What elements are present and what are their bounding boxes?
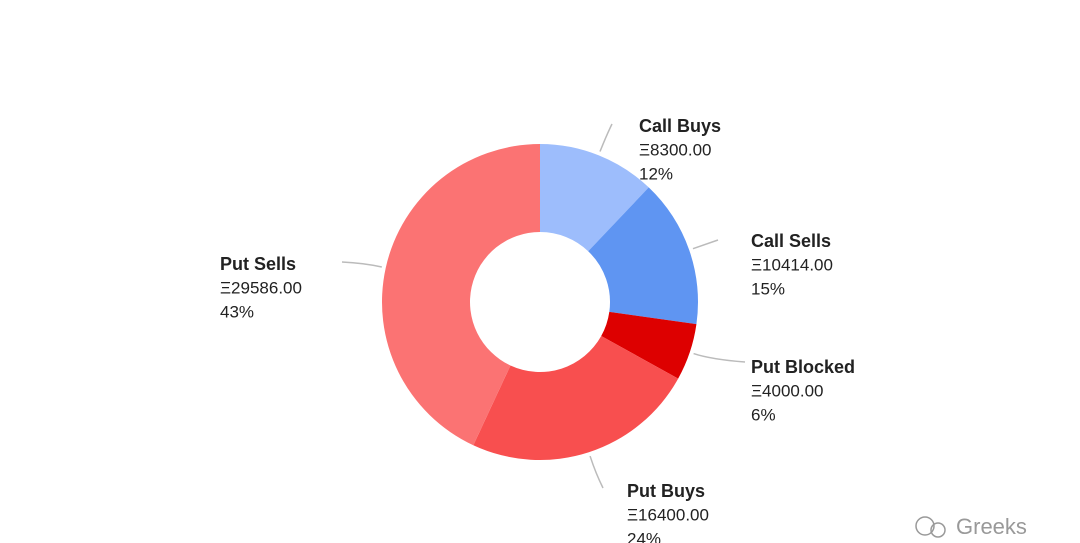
slice-value-label: Ξ8300.00 bbox=[639, 140, 712, 159]
slice-value-label: Ξ4000.00 bbox=[751, 381, 824, 400]
slice-name: Call Buys bbox=[639, 116, 721, 136]
leader-line bbox=[341, 261, 382, 268]
leader-line bbox=[693, 352, 746, 363]
donut-slice bbox=[540, 144, 649, 252]
slice-value-label: Ξ16400.00 bbox=[627, 505, 709, 524]
slice-percent-label: 43% bbox=[220, 302, 254, 321]
watermark: Greeks bbox=[915, 514, 1027, 539]
slice-percent-label: 12% bbox=[639, 164, 673, 183]
leader-line bbox=[599, 123, 613, 152]
slice-value-label: Ξ10414.00 bbox=[751, 255, 833, 274]
slice-name: Put Sells bbox=[220, 254, 296, 274]
donut-slice bbox=[473, 335, 679, 461]
leader-line bbox=[589, 455, 604, 489]
slice-name: Call Sells bbox=[751, 231, 831, 251]
slice-percent-label: 24% bbox=[627, 529, 661, 543]
slice-name: Put Blocked bbox=[751, 357, 855, 377]
slice-name: Put Buys bbox=[627, 481, 705, 501]
leader-line bbox=[692, 239, 719, 250]
slice-value-label: Ξ29586.00 bbox=[220, 278, 302, 297]
slice-percent-label: 6% bbox=[751, 405, 776, 424]
slice-percent-label: 15% bbox=[751, 279, 785, 298]
watermark-text: Greeks bbox=[956, 514, 1027, 539]
donut-slice bbox=[601, 311, 697, 379]
donut-slice bbox=[381, 144, 540, 446]
donut: Call Buys Ξ8300.00 12% Call Sells Ξ10414.00 1… bbox=[220, 116, 855, 543]
donut-slice bbox=[588, 187, 698, 325]
